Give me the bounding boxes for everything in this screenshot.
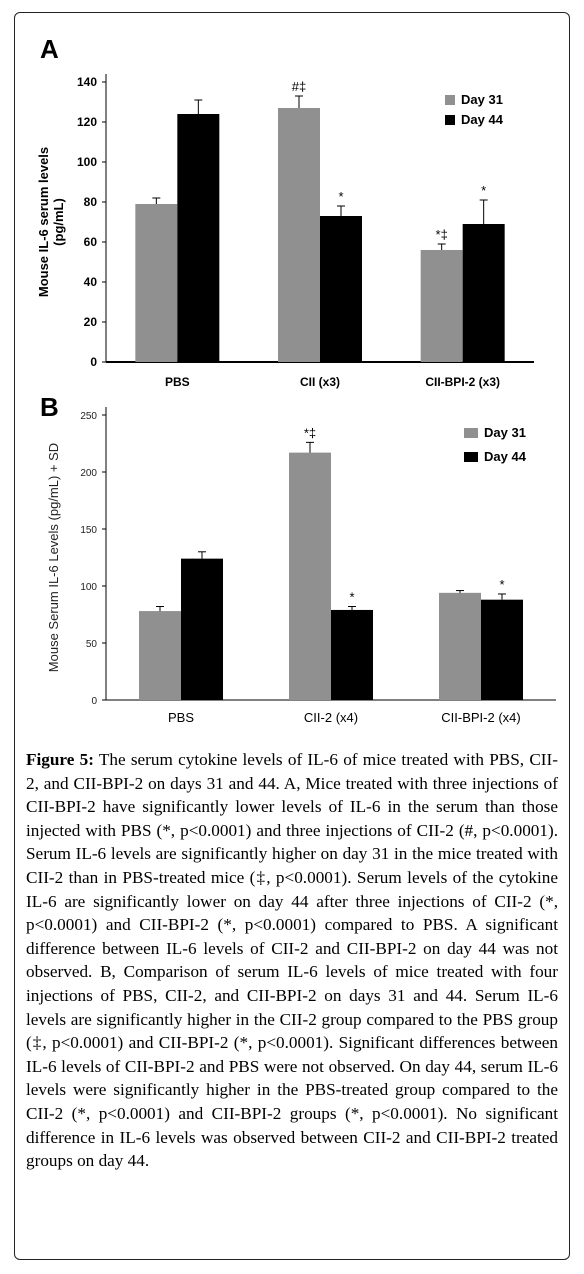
chart-a-y-tick-label: 20 [84, 315, 98, 329]
chart-b-bar-day31 [289, 452, 331, 700]
caption-text: The serum cytokine levels of IL-6 of mic… [26, 750, 558, 1171]
chart-a-significance-marker: *‡ [436, 227, 448, 242]
chart-a-legend-swatch-day44 [445, 115, 455, 125]
chart-a-bar-day31 [278, 108, 320, 362]
chart-a-significance-marker: * [481, 183, 486, 198]
chart-a-y-tick-label: 80 [84, 195, 98, 209]
caption-label: Figure 5: [26, 750, 94, 769]
chart-a-y-tick-label: 60 [84, 235, 98, 249]
chart-b-y-tick-label: 200 [80, 468, 97, 479]
chart-b-y-tick-label: 0 [91, 696, 97, 707]
chart-a-significance-marker: * [338, 189, 343, 204]
chart-a-y-axis-label: Mouse IL-6 serum levels(pg/mL) [36, 147, 66, 297]
chart-a-bar-day44 [320, 216, 362, 362]
figure-frame [14, 12, 570, 1260]
chart-a-category-label: PBS [165, 375, 190, 389]
chart-a-bar-day44 [177, 114, 220, 362]
chart-a: 0 20 40 60 80 100 120 140 Mouse IL-6 serum level… [36, 74, 534, 389]
chart-a-bar-day44 [462, 224, 505, 362]
chart-b-significance-marker: * [499, 577, 504, 592]
chart-b-legend-swatch-day44 [464, 452, 478, 462]
chart-a-y-tick-label: 0 [90, 355, 97, 369]
chart-b-y-tick-label: 250 [80, 411, 97, 422]
chart-a-legend-label-day44: Day 44 [461, 112, 504, 127]
chart-a-legend-swatch-day31 [445, 95, 455, 105]
chart-b-bar-day44 [331, 609, 373, 700]
chart-b-significance-marker: * [349, 590, 354, 605]
chart-b-y-axis-label: Mouse Serum IL-6 Levels (pg/mL) + SD [46, 443, 61, 672]
chart-b-bar-day31 [439, 592, 481, 700]
figure-caption: Figure 5: The serum cytokine levels of I… [26, 748, 558, 1173]
chart-b-significance-marker: *‡ [304, 425, 316, 440]
chart-b-bar-day44 [481, 599, 523, 700]
chart-b-legend-label-day31: Day 31 [484, 425, 526, 440]
chart-b-bar-day31 [139, 611, 181, 700]
chart-b-category-label: PBS [168, 710, 194, 725]
chart-b-bar-day44 [181, 558, 223, 700]
chart-a-y-tick-label: 40 [84, 275, 98, 289]
chart-b-y-tick-label: 100 [80, 582, 97, 593]
chart-a-y-tick-label: 140 [77, 75, 97, 89]
chart-a-significance-marker: #‡ [292, 79, 306, 94]
chart-a-category-label: CII-BPI-2 (x3) [425, 375, 500, 389]
chart-a-category-label: CII (x3) [300, 375, 340, 389]
chart-b-legend-label-day44: Day 44 [484, 449, 527, 464]
chart-a-bar-day31 [135, 204, 178, 362]
chart-a-y-tick-label: 120 [77, 115, 97, 129]
chart-a-legend-label-day31: Day 31 [461, 92, 503, 107]
chart-b-legend-swatch-day31 [464, 428, 478, 438]
panel-b-letter: B [40, 392, 59, 422]
chart-a-y-tick-label: 100 [77, 155, 97, 169]
panel-a-letter: A [40, 34, 59, 64]
chart-b-y-tick-label: 150 [80, 525, 97, 536]
chart-b: 0 50 100 150 200 250 Mouse Serum IL-6 Levels (… [46, 407, 556, 725]
chart-b-category-label: CII-BPI-2 (x4) [441, 710, 520, 725]
chart-b-y-tick-label: 50 [86, 639, 98, 650]
chart-a-bar-day31 [420, 250, 463, 362]
chart-b-category-label: CII-2 (x4) [304, 710, 358, 725]
